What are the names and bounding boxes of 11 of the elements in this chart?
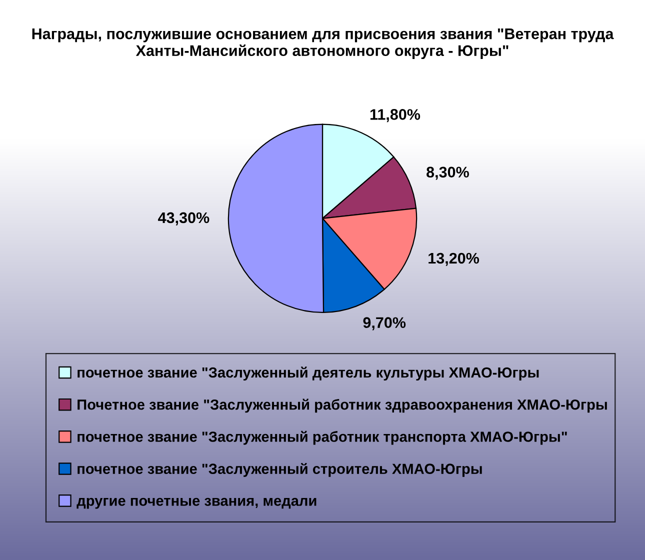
legend-label: другие почетные звания, медали (76, 498, 316, 509)
legend-label: Почетное звание "Заслуженный работник здравоохранения ХМАО-Югры (78, 398, 607, 413)
chart-title: Награды, послужившие основанием для присвоения звания "Ветеран труда Ханты-Мансийского автономного округа - Югры" (32, 28, 614, 60)
legend-label: почетное звание "Заслуженный деятель культуры ХМАО-Югры (78, 366, 539, 381)
data-label: 43,30% (158, 212, 210, 226)
legend-label: почетное звание "Заслуженный строитель ХМАО-Югры (78, 463, 482, 477)
legend-label: почетное звание "Заслуженный работник транспорта ХМАО-Югры" (78, 430, 567, 445)
data-label: 11,80% (370, 109, 420, 122)
data-label: 8,30% (426, 166, 469, 180)
data-label: 13,20% (428, 252, 480, 266)
data-label: 9,70% (363, 317, 406, 330)
